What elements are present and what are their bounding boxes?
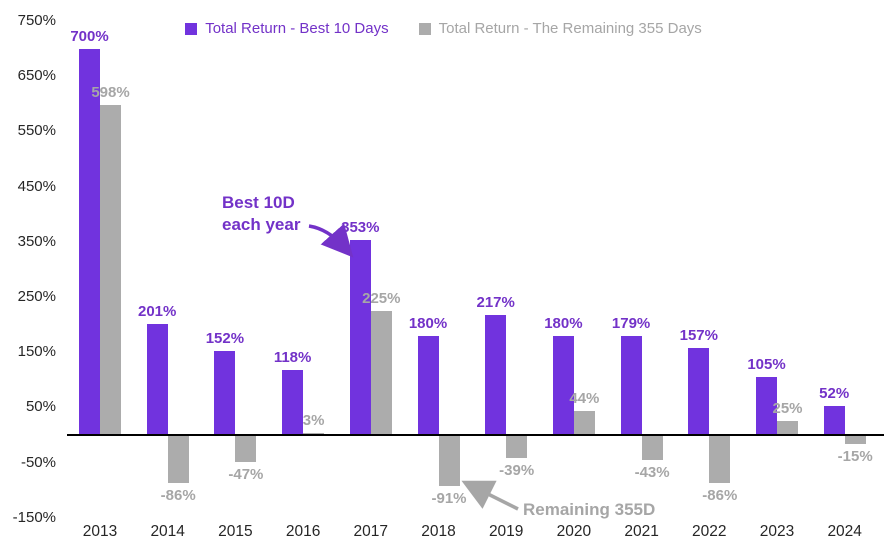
value-label-remaining-355-days-2013: 598% [91,83,130,101]
bar-best-10-days-2014 [146,324,168,435]
bar-remaining-355-days-2020 [573,410,595,435]
annotation-best-10d-line1: Best 10D [222,193,295,212]
x-tick-label-2014: 2014 [150,523,185,540]
y-tick-label: -50% [20,453,56,471]
x-tick-label-2013: 2013 [82,523,118,540]
legend-item-best-10-days: Total Return - Best 10 Days [185,20,389,37]
x-axis-line [67,434,884,436]
x-tick-label-2022: 2022 [692,523,727,540]
x-tick-label-2018: 2018 [421,523,456,540]
bar-best-10-days-2023 [756,377,777,435]
bar-best-10-days-2013 [79,48,100,435]
annotation-best-10d-line2: each year [222,215,301,234]
value-label-remaining-355-days-2015: -47% [228,465,264,483]
y-tick-label: 250% [17,288,56,305]
y-tick-label: 650% [17,67,56,85]
bar-best-10-days-2022 [688,348,710,435]
value-label-remaining-355-days-2022: -86% [702,487,738,505]
bar-remaining-355-days-2022 [709,436,731,484]
annotation-remaining-355d: Remaining 355D [523,499,655,521]
x-tick-label-2023: 2023 [759,523,795,540]
annotation-remaining-355d-arrow-icon [461,480,519,511]
value-label-remaining-355-days-2023: 25% [772,400,803,418]
value-label-best-10-days-2019: 217% [476,294,515,312]
bar-remaining-355-days-2021 [641,436,663,460]
annotation-best-10d: Best 10D each year [222,192,300,236]
value-label-best-10-days-2021: 179% [611,315,651,333]
x-tick-label-2020: 2020 [556,523,592,540]
y-tick-label: 50% [25,398,56,416]
bar-remaining-355-days-2013 [100,104,121,435]
annotation-best-10d-arrow-icon [308,223,354,258]
value-label-best-10-days-2022: 157% [679,327,718,345]
bar-remaining-355-days-2015 [235,436,257,462]
legend-swatch-remaining-355-days-icon [418,22,431,35]
bar-remaining-355-days-2017 [370,310,392,435]
value-label-best-10-days-2020: 180% [544,314,583,332]
legend-label-best-10-days: Total Return - Best 10 Days [205,20,389,37]
legend: Total Return - Best 10 Days Total Return… [0,20,887,37]
value-label-best-10-days-2013: 700% [70,27,109,45]
value-label-remaining-355-days-2021: -43% [634,463,670,481]
x-tick-label-2024: 2024 [827,523,862,540]
x-tick-label-2021: 2021 [624,523,659,540]
y-tick-label: 150% [17,343,56,361]
y-tick-label: 450% [17,177,56,195]
bar-best-10-days-2018 [417,335,439,435]
legend-item-remaining-355-days: Total Return - The Remaining 355 Days [418,20,702,37]
bar-best-10-days-2015 [214,351,236,435]
value-label-best-10-days-2024: 52% [819,385,850,403]
value-label-remaining-355-days-2019: -39% [499,461,535,479]
bar-remaining-355-days-2014 [167,436,189,484]
value-label-best-10-days-2014: 201% [138,303,177,321]
value-label-best-10-days-2016: 118% [273,348,312,366]
value-label-best-10-days-2018: 180% [408,314,448,332]
bar-remaining-355-days-2023 [777,421,798,435]
y-tick-label: -150% [12,508,56,526]
y-tick-label: 350% [17,232,56,250]
x-tick-label-2019: 2019 [488,523,524,540]
bar-remaining-355-days-2019 [506,436,528,458]
annotation-remaining-355d-line1: Remaining 355D [523,500,656,519]
bar-best-10-days-2016 [282,369,304,435]
bar-best-10-days-2019 [485,315,507,435]
value-label-remaining-355-days-2017: 225% [362,289,401,307]
value-label-remaining-355-days-2024: -15% [837,448,873,466]
y-tick-label: 750% [17,12,56,29]
value-label-best-10-days-2015: 152% [205,330,245,348]
value-label-remaining-355-days-2018: -91% [431,490,467,508]
value-label-remaining-355-days-2016: 3% [302,412,325,430]
bar-best-10-days-2024 [823,406,845,435]
value-label-best-10-days-2023: 105% [747,356,786,374]
bar-best-10-days-2021 [620,336,642,435]
bar-remaining-355-days-2024 [844,436,866,445]
bar-best-10-days-2017 [349,240,371,435]
legend-swatch-best-10-days-icon [185,22,198,35]
value-label-remaining-355-days-2020: 44% [569,389,600,407]
x-tick-label-2016: 2016 [285,523,321,540]
legend-label-remaining-355-days: Total Return - The Remaining 355 Days [438,20,702,37]
bar-best-10-days-2020 [552,335,574,435]
y-tick-label: 550% [17,122,56,140]
value-label-remaining-355-days-2014: -86% [160,487,196,505]
bar-remaining-355-days-2018 [438,436,460,487]
x-tick-label-2017: 2017 [353,523,389,540]
x-tick-label-2015: 2015 [218,523,253,540]
